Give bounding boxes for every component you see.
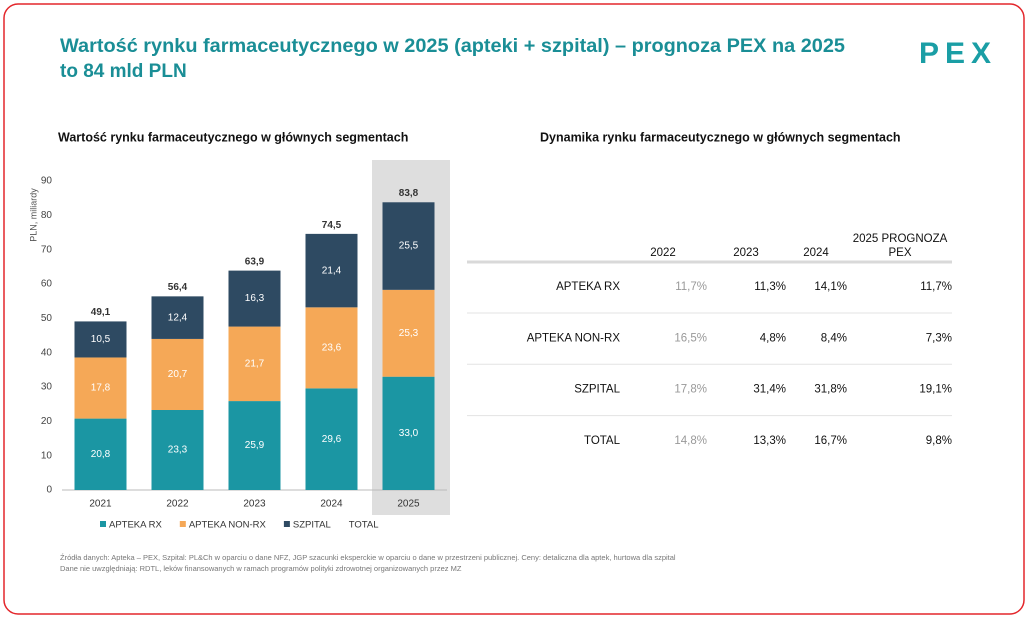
data-label: 10,5 (91, 334, 111, 345)
bar-segment (228, 326, 281, 402)
data-label: 25,5 (399, 241, 419, 252)
total-label: 83,8 (399, 188, 419, 199)
bar-segment (305, 233, 358, 308)
data-label: 20,8 (91, 449, 111, 460)
total-label: 63,9 (245, 256, 265, 267)
total-label: 74,5 (322, 220, 342, 231)
table-header: 2022 (650, 247, 676, 259)
data-label: 23,6 (322, 343, 342, 354)
y-tick-label: 20 (41, 416, 53, 427)
data-label: 25,9 (245, 440, 265, 451)
y-tick-label: 90 (41, 176, 53, 187)
x-tick-label: 2021 (89, 499, 112, 510)
table-cell: 4,8% (760, 332, 786, 344)
slide-title: to 84 mld PLN (60, 61, 187, 82)
y-tick-label: 10 (41, 450, 53, 461)
bar-segment (382, 289, 435, 377)
table-cell: 9,8% (926, 435, 952, 447)
data-label: 33,0 (399, 428, 419, 439)
logo: PEX (919, 37, 997, 70)
footer-note: Dane nie uwzględniają: RDTL, leków finan… (60, 564, 462, 573)
total-label: 49,1 (91, 307, 111, 318)
total-label: 56,4 (168, 282, 188, 293)
y-axis-label: PLN, miliardy (28, 188, 38, 242)
row-label: TOTAL (584, 435, 621, 447)
table-cell: 11,7% (920, 281, 952, 293)
table-cell: 19,1% (919, 384, 952, 396)
bar-segment (74, 321, 127, 358)
data-label: 21,7 (245, 358, 265, 369)
legend-label: SZPITAL (293, 520, 331, 531)
data-label: 16,3 (245, 293, 265, 304)
row-label: APTEKA NON-RX (527, 332, 621, 344)
bar-segment (305, 388, 358, 490)
table-cell: 17,8% (674, 384, 707, 396)
legend-label: APTEKA RX (109, 520, 162, 531)
bar-segment (74, 418, 127, 490)
table-cell: 31,8% (814, 384, 847, 396)
footer-note: Źródła danych: Apteka – PEX, Szpital: PL… (60, 553, 676, 562)
bar-segment (305, 307, 358, 389)
slide-title: Wartość rynku farmaceutycznego w 2025 (a… (60, 36, 845, 57)
bar-segment (228, 401, 281, 490)
y-tick-label: 30 (41, 382, 53, 393)
x-tick-label: 2025 (397, 499, 420, 510)
table-title: Dynamika rynku farmaceutycznego w główny… (540, 130, 901, 144)
table-cell: 8,4% (821, 332, 847, 344)
y-tick-label: 80 (41, 210, 53, 221)
row-label: APTEKA RX (556, 281, 620, 293)
row-label: SZPITAL (574, 384, 620, 396)
legend-label: APTEKA NON-RX (189, 520, 267, 531)
table-cell: 14,8% (674, 435, 707, 447)
data-label: 21,4 (322, 265, 342, 276)
bar-segment (382, 376, 435, 490)
bar-segment (382, 202, 435, 290)
legend-marker (179, 521, 186, 527)
x-tick-label: 2023 (243, 499, 266, 510)
bar-segment (151, 410, 204, 490)
table-cell: 7,3% (926, 332, 952, 344)
table-cell: 31,4% (753, 384, 786, 396)
bar-segment (228, 270, 281, 327)
legend-marker (283, 521, 290, 527)
bar-segment (151, 296, 204, 339)
table-cell: 11,7% (675, 281, 707, 293)
y-tick-label: 50 (41, 313, 53, 324)
table-cell: 16,5% (674, 332, 707, 344)
legend-marker (100, 521, 106, 527)
x-tick-label: 2024 (320, 499, 343, 510)
y-tick-label: 70 (41, 244, 53, 255)
chart-title: Wartość rynku farmaceutycznego w głównyc… (58, 130, 408, 144)
data-label: 12,4 (168, 312, 188, 323)
data-label: 20,7 (168, 369, 188, 380)
y-tick-label: 60 (41, 279, 53, 290)
table-header: 2023 (733, 247, 759, 259)
y-tick-label: 40 (41, 347, 53, 358)
y-tick-label: 0 (46, 485, 52, 496)
data-label: 29,6 (322, 434, 342, 445)
table-header: 2025 PROGNOZA PEX (853, 233, 948, 259)
table-cell: 11,3% (754, 281, 786, 293)
table-cell: 14,1% (814, 281, 847, 293)
table-cell: 16,7% (814, 435, 847, 447)
data-label: 17,8 (91, 383, 111, 394)
data-label: 23,3 (168, 445, 188, 456)
table-cell: 13,3% (753, 435, 786, 447)
x-tick-label: 2022 (166, 499, 189, 510)
table-header: 2024 (803, 247, 829, 259)
bar-segment (151, 338, 204, 411)
bar-segment (74, 357, 127, 419)
legend-label: TOTAL (349, 520, 379, 531)
data-label: 25,3 (399, 328, 419, 339)
